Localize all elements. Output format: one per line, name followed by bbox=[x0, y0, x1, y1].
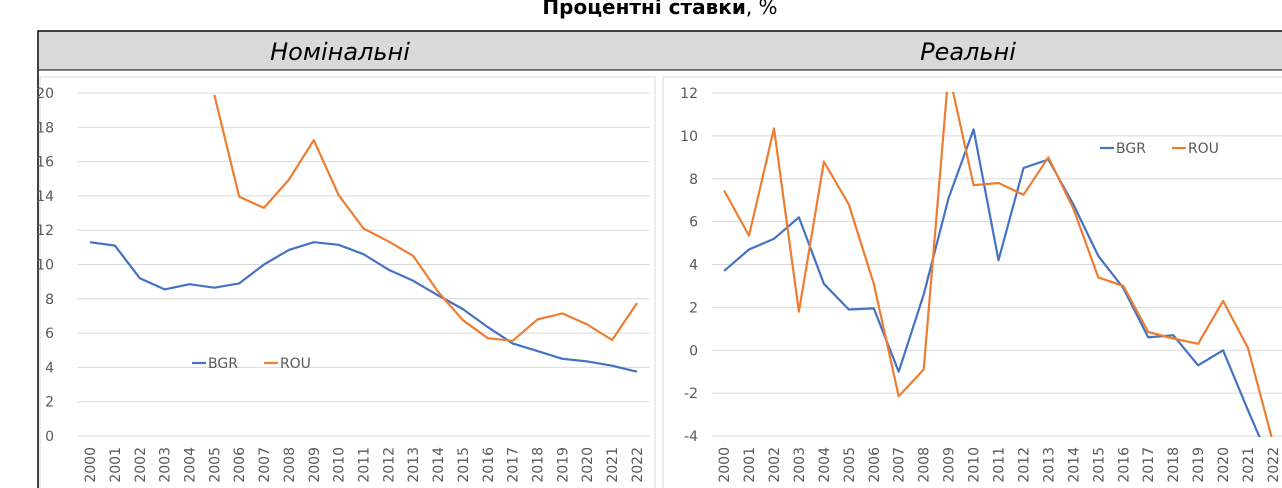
x-tick-label: 2016 bbox=[1116, 447, 1132, 483]
series-line bbox=[723, 92, 1273, 437]
series-line bbox=[89, 241, 638, 373]
y-tick-label: 10 bbox=[680, 129, 698, 145]
x-tick-label: 2001 bbox=[742, 447, 758, 483]
x-tick-label: 2012 bbox=[381, 447, 397, 483]
x-tick-label: 2018 bbox=[531, 447, 547, 483]
x-tick-label: 2015 bbox=[456, 447, 472, 483]
title-main: Процентні ставки bbox=[542, 0, 745, 19]
x-tick-label: 2019 bbox=[1191, 447, 1207, 483]
y-tick-label: 2 bbox=[689, 300, 698, 316]
y-tick-label: 8 bbox=[689, 172, 698, 188]
page-title: Процентні ставки, % bbox=[542, 0, 777, 19]
panel-heading: Реальні bbox=[920, 38, 1016, 66]
x-tick-label: 2011 bbox=[356, 447, 372, 483]
legend-label: ROU bbox=[1188, 141, 1219, 157]
x-tick-label: 2011 bbox=[992, 447, 1008, 483]
x-tick-label: 2006 bbox=[867, 447, 883, 483]
x-tick-label: 2002 bbox=[133, 447, 149, 483]
y-tick-label: 16 bbox=[36, 155, 54, 171]
legend-label: BGR bbox=[208, 356, 238, 372]
x-tick-label: 2001 bbox=[108, 447, 124, 483]
y-tick-label: 0 bbox=[689, 343, 698, 359]
x-tick-label: 2010 bbox=[332, 447, 348, 483]
x-tick-label: 2007 bbox=[257, 447, 273, 483]
panel bbox=[39, 76, 656, 488]
y-tick-label: 0 bbox=[45, 429, 54, 445]
y-tick-label: 12 bbox=[36, 223, 54, 239]
x-tick-label: 2020 bbox=[580, 447, 596, 483]
x-tick-label: 2012 bbox=[1016, 447, 1032, 483]
x-tick-label: 2009 bbox=[307, 447, 323, 483]
series-line bbox=[213, 94, 638, 342]
y-tick-label: 4 bbox=[689, 258, 698, 274]
x-tick-label: 2005 bbox=[207, 447, 223, 483]
x-tick-label: 2007 bbox=[892, 447, 908, 483]
x-tick-label: 2021 bbox=[1241, 447, 1257, 483]
header-band bbox=[39, 32, 1282, 70]
x-tick-label: 2017 bbox=[506, 447, 522, 483]
y-tick-label: 12 bbox=[680, 86, 698, 102]
x-tick-label: 2014 bbox=[431, 447, 447, 483]
x-tick-label: 2013 bbox=[1041, 447, 1057, 483]
x-tick-label: 2010 bbox=[967, 447, 983, 483]
x-tick-label: 2009 bbox=[942, 447, 958, 483]
y-tick-label: 20 bbox=[36, 86, 54, 102]
x-tick-label: 2002 bbox=[767, 447, 783, 483]
y-tick-label: 18 bbox=[36, 120, 54, 136]
y-tick-label: 14 bbox=[36, 189, 54, 205]
x-tick-label: 2017 bbox=[1141, 447, 1157, 483]
series-line bbox=[723, 128, 1261, 437]
x-tick-label: 2022 bbox=[1266, 447, 1282, 483]
x-tick-label: 2014 bbox=[1066, 447, 1082, 483]
y-tick-label: 4 bbox=[45, 360, 54, 376]
legend-label: ROU bbox=[280, 356, 311, 372]
x-tick-label: 2013 bbox=[406, 447, 422, 483]
y-tick-label: 2 bbox=[45, 395, 54, 411]
y-tick-label: 6 bbox=[45, 326, 54, 342]
x-tick-label: 2016 bbox=[481, 447, 497, 483]
x-tick-label: 2006 bbox=[232, 447, 248, 483]
x-tick-label: 2004 bbox=[817, 447, 833, 483]
title-unit: , % bbox=[746, 0, 778, 19]
legend-label: BGR bbox=[1116, 141, 1146, 157]
x-tick-label: 2018 bbox=[1166, 447, 1182, 483]
panel bbox=[662, 76, 1282, 488]
y-tick-label: 6 bbox=[689, 215, 698, 231]
y-tick-label: 10 bbox=[36, 258, 54, 274]
panel-heading: Номінальні bbox=[270, 38, 410, 66]
y-tick-label: -2 bbox=[684, 386, 698, 402]
x-tick-label: 2008 bbox=[917, 447, 933, 483]
x-tick-label: 2003 bbox=[792, 447, 808, 483]
x-tick-label: 2005 bbox=[842, 447, 858, 483]
x-tick-label: 2021 bbox=[605, 447, 621, 483]
x-tick-label: 2000 bbox=[83, 447, 99, 483]
x-tick-label: 2008 bbox=[282, 447, 298, 483]
y-tick-label: 8 bbox=[45, 292, 54, 308]
y-tick-label: -4 bbox=[684, 429, 698, 445]
x-tick-label: 2004 bbox=[182, 447, 198, 483]
x-tick-label: 2022 bbox=[630, 447, 646, 483]
x-tick-label: 2003 bbox=[158, 447, 174, 483]
x-tick-label: 2019 bbox=[555, 447, 571, 483]
x-tick-label: 2000 bbox=[717, 447, 733, 483]
x-tick-label: 2020 bbox=[1216, 447, 1232, 483]
x-tick-label: 2015 bbox=[1091, 447, 1107, 483]
